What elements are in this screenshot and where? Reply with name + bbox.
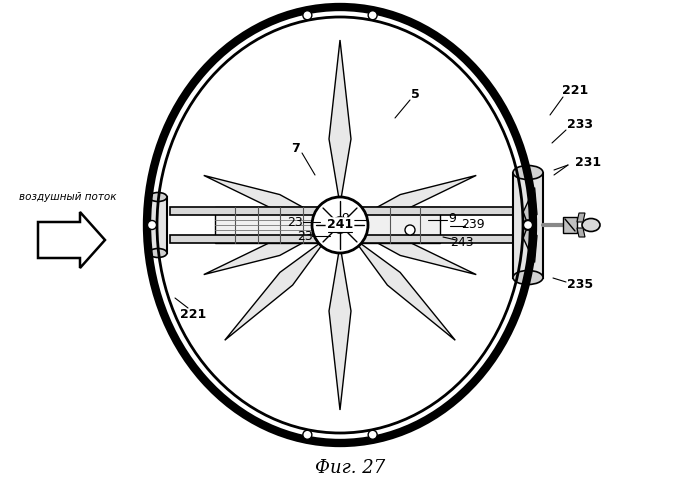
Ellipse shape bbox=[147, 7, 533, 443]
Text: 221: 221 bbox=[562, 83, 588, 97]
Circle shape bbox=[523, 220, 533, 230]
Polygon shape bbox=[215, 207, 440, 243]
Circle shape bbox=[524, 220, 533, 230]
Text: 231: 231 bbox=[575, 155, 601, 169]
Polygon shape bbox=[38, 212, 105, 268]
Polygon shape bbox=[513, 173, 543, 278]
Text: 7: 7 bbox=[291, 141, 299, 154]
Polygon shape bbox=[203, 176, 326, 220]
Ellipse shape bbox=[149, 248, 167, 257]
Polygon shape bbox=[170, 207, 535, 215]
Circle shape bbox=[368, 11, 377, 20]
Polygon shape bbox=[225, 238, 327, 340]
Text: 239: 239 bbox=[461, 217, 485, 231]
Text: 233: 233 bbox=[567, 118, 593, 132]
Polygon shape bbox=[563, 217, 577, 233]
Polygon shape bbox=[577, 213, 585, 222]
Circle shape bbox=[332, 217, 348, 233]
Polygon shape bbox=[149, 197, 167, 253]
Polygon shape bbox=[329, 245, 351, 410]
Text: 241: 241 bbox=[327, 218, 353, 232]
Text: 23: 23 bbox=[287, 215, 303, 228]
Polygon shape bbox=[354, 176, 476, 220]
Text: 221: 221 bbox=[180, 309, 206, 321]
Text: 235: 235 bbox=[567, 279, 593, 291]
Polygon shape bbox=[523, 187, 537, 225]
Text: воздушный поток: воздушный поток bbox=[20, 192, 117, 202]
Polygon shape bbox=[523, 225, 537, 262]
Polygon shape bbox=[354, 230, 476, 275]
Circle shape bbox=[303, 11, 312, 20]
Circle shape bbox=[147, 220, 157, 230]
Text: Фиг. 27: Фиг. 27 bbox=[315, 459, 385, 477]
Text: 9: 9 bbox=[341, 211, 349, 224]
Ellipse shape bbox=[149, 192, 167, 202]
Polygon shape bbox=[577, 228, 585, 237]
Text: 5: 5 bbox=[410, 89, 419, 102]
Polygon shape bbox=[170, 235, 535, 243]
Circle shape bbox=[312, 197, 368, 253]
Circle shape bbox=[368, 430, 377, 439]
Polygon shape bbox=[353, 238, 455, 340]
Ellipse shape bbox=[582, 218, 600, 232]
Ellipse shape bbox=[513, 166, 543, 179]
Circle shape bbox=[303, 430, 312, 439]
Text: 9: 9 bbox=[448, 211, 456, 224]
Text: 23: 23 bbox=[297, 230, 313, 243]
Ellipse shape bbox=[513, 271, 543, 284]
Circle shape bbox=[405, 225, 415, 235]
Text: 243: 243 bbox=[450, 236, 474, 248]
Polygon shape bbox=[329, 40, 351, 205]
Polygon shape bbox=[203, 230, 326, 275]
